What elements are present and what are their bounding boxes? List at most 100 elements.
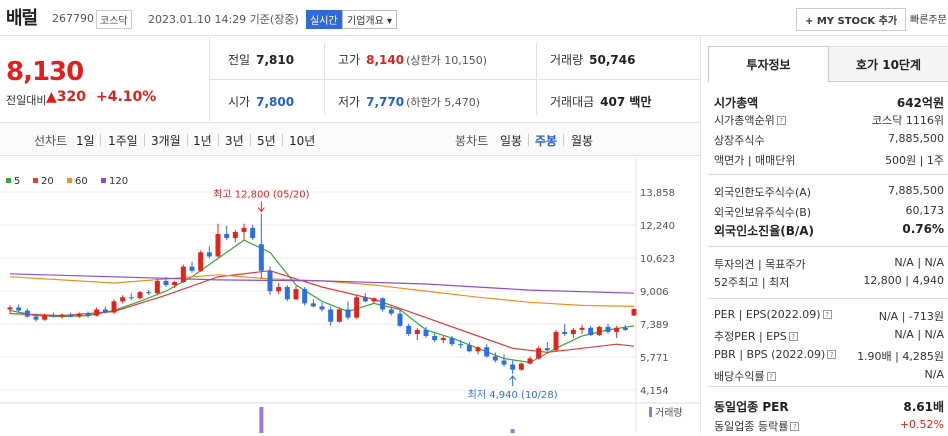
- help-icon[interactable]: ?: [788, 332, 798, 341]
- divider: [708, 386, 948, 387]
- candle-body: [622, 327, 628, 330]
- help-icon[interactable]: ?: [822, 310, 832, 319]
- invest-row-label: 투자의견 | 목표주가: [714, 258, 806, 271]
- divider: [563, 134, 564, 146]
- candle-body: [380, 298, 386, 310]
- candle-body: [570, 329, 576, 334]
- change-label: 전일대비: [6, 94, 47, 107]
- candle-body: [423, 329, 429, 337]
- stock-header: 배럴 267790 코스닥 2023.01.10 14:29 기준(장중) 실시…: [0, 0, 948, 36]
- volume-label: 거래량: [655, 407, 683, 419]
- invest-row-value: 1.90배 | 4,285원: [857, 350, 944, 363]
- period-1y[interactable]: 1년: [193, 134, 212, 148]
- volume-legend-swatch: [649, 407, 652, 417]
- invest-row-label: PBR | BPS (2022.09): [714, 348, 826, 361]
- candle-body: [631, 308, 637, 316]
- candle-body: [59, 314, 65, 317]
- period-3m[interactable]: 3개월: [151, 134, 181, 148]
- invest-row-value: 0.76%: [902, 222, 944, 236]
- invest-row-value: +0.52%: [899, 418, 944, 431]
- tab-invest-info[interactable]: 투자정보: [708, 46, 829, 82]
- y-tick-label: 7,389: [640, 320, 669, 331]
- candle-body: [605, 326, 611, 332]
- candle-body: [414, 329, 420, 334]
- invest-row: 추정PER | EPS? N/A | N/A: [714, 328, 944, 344]
- company-overview-dropdown[interactable]: 기업개요 ▾: [342, 10, 397, 29]
- period-10y[interactable]: 10년: [289, 134, 316, 148]
- invest-row-label: 시가총액순위: [714, 114, 775, 127]
- invest-row-label: 동일업종 등락률: [714, 420, 789, 433]
- legend-swatch: [33, 178, 38, 183]
- realtime-badge[interactable]: 실시간: [306, 10, 342, 29]
- period-5y[interactable]: 5년: [257, 134, 276, 148]
- tab-order-book[interactable]: 호가 10단계: [829, 46, 948, 82]
- trade-volume: 거래량 50,746: [550, 53, 636, 67]
- invest-row-value: N/A | N/A: [894, 256, 944, 269]
- legend-swatch: [67, 178, 72, 183]
- candle-body: [588, 327, 594, 335]
- period-3y[interactable]: 3년: [225, 134, 244, 148]
- candle-body: [50, 315, 56, 317]
- candle-body: [562, 331, 568, 334]
- divider: [187, 134, 188, 146]
- stock-name: 배럴: [6, 8, 38, 29]
- help-icon[interactable]: ?: [827, 350, 837, 359]
- candle-body: [492, 356, 498, 361]
- divider: [100, 134, 101, 146]
- divider: [144, 134, 145, 146]
- add-my-stock-button[interactable]: + MY STOCK 추가: [796, 8, 907, 31]
- candle-body: [406, 325, 412, 334]
- candle-body: [614, 327, 620, 332]
- candle-body: [276, 287, 282, 292]
- trade-amount: 거래대금 407 백만: [550, 95, 652, 109]
- market-badge: 코스닥: [96, 10, 132, 29]
- candle-body: [180, 266, 186, 282]
- invest-row: 외국인보유주식수(B) 60,173: [714, 204, 944, 220]
- invest-tabs: 투자정보 호가 10단계: [708, 46, 948, 82]
- candle-weekly[interactable]: 주봉: [535, 134, 558, 148]
- y-tick-label: 10,623: [640, 254, 675, 265]
- legend-label: 120: [109, 176, 128, 187]
- invest-row: 시가총액순위? 코스닥 1116위: [714, 112, 944, 128]
- invest-row: 투자의견 | 목표주가 N/A | N/A: [714, 256, 944, 272]
- candle-body: [42, 315, 48, 320]
- candle-body: [345, 309, 351, 318]
- candle-body: [440, 338, 446, 341]
- help-icon[interactable]: ?: [776, 116, 786, 125]
- divider: [700, 36, 701, 433]
- low-price: 저가 7,770 (하한가 5,470): [338, 95, 480, 109]
- legend-swatch: [6, 178, 11, 183]
- legend-label: 20: [41, 176, 54, 187]
- volume-bar: [259, 407, 264, 433]
- period-1w[interactable]: 1주일: [108, 134, 138, 148]
- candle-body: [102, 309, 108, 313]
- candle-body: [536, 348, 542, 359]
- invest-row-value: N/A | -713원: [878, 310, 944, 323]
- invest-row-value: 642억원: [896, 96, 944, 110]
- quick-order-button[interactable]: 빠른주문: [910, 15, 947, 26]
- candle-monthly[interactable]: 월봉: [571, 134, 594, 148]
- candle-body: [354, 297, 360, 318]
- invest-row-label: 외국인보유주식수(B): [714, 206, 812, 219]
- divider: [708, 174, 948, 175]
- y-tick-label: 12,240: [640, 221, 675, 232]
- candle-body: [16, 307, 22, 311]
- invest-row-value: 7,885,500: [888, 184, 944, 197]
- help-icon[interactable]: ?: [790, 422, 800, 431]
- invest-row-value: N/A | N/A: [894, 328, 944, 341]
- candle-body: [232, 231, 238, 239]
- price-change: ▲320: [46, 89, 86, 105]
- period-1d[interactable]: 1일: [76, 134, 95, 148]
- candle-body: [120, 297, 126, 302]
- candle-body: [466, 345, 472, 352]
- candle-body: [596, 326, 602, 335]
- help-icon[interactable]: ?: [766, 372, 776, 381]
- legend-swatch: [101, 178, 106, 183]
- invest-row: PBR | BPS (2022.09)? 1.90배 | 4,285원: [714, 348, 944, 364]
- invest-row-label: 시가총액: [714, 96, 759, 110]
- prev-close: 전일 7,810: [228, 53, 295, 67]
- invest-row: 시가총액 642억원: [714, 94, 944, 110]
- candle-daily[interactable]: 일봉: [500, 134, 523, 148]
- price-summary: 전일 7,810 고가 8,140 (상한가 10,150) 거래량 50,746 시가…: [210, 37, 700, 121]
- candlestick-chart: 13,858 12,240 10,623 9,006 7,389 5,771 4,154 5 2…: [0, 157, 700, 433]
